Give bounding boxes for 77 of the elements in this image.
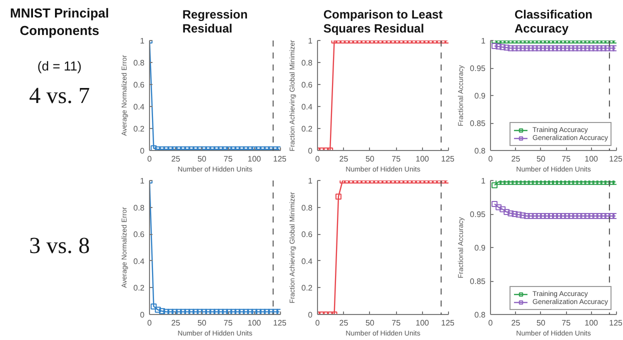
x-tick-label: 25 — [171, 154, 181, 164]
y-tick-label: 0.6 — [133, 80, 146, 90]
x-tick-label: 0 — [315, 318, 320, 328]
y-tick-label: 0.8 — [133, 203, 146, 212]
y-tick-label: 0.85 — [470, 119, 486, 128]
x-tick-label: 125 — [441, 154, 456, 164]
x-tick-label: 125 — [441, 318, 456, 328]
y-tick-label: 0.8 — [301, 58, 314, 68]
y-tick-label: 0.85 — [470, 277, 486, 286]
x-tick-label: 50 — [365, 318, 375, 328]
x-tick-label: 50 — [536, 154, 546, 164]
y-tick-label: 0.95 — [470, 210, 486, 219]
text: MNIST Principal Components — [10, 6, 109, 38]
x-tick-label: 100 — [416, 154, 430, 164]
text: (d = 11) — [37, 58, 82, 74]
x-tick-label: 0 — [488, 154, 494, 164]
x-tick-label: 100 — [248, 318, 262, 328]
y-tick-label: 0.4 — [301, 102, 314, 112]
y-tick-label: 0 — [308, 310, 314, 320]
y-tick-label: 0.4 — [301, 256, 314, 266]
x-tick-label: 50 — [365, 154, 375, 164]
x-tick-label: 0 — [147, 154, 152, 164]
x-tick-label: 0 — [315, 154, 320, 164]
x-tick-label: 0 — [147, 318, 152, 328]
x-tick-label: 0 — [488, 318, 494, 328]
x-tick-label: 75 — [224, 154, 234, 164]
y-tick-label: 0.4 — [133, 102, 146, 112]
y-tick-label: 0.2 — [133, 284, 146, 293]
y-tick-label: 1 — [308, 36, 314, 46]
x-tick-label: 25 — [511, 318, 521, 328]
x-tick-label: 125 — [609, 154, 623, 164]
x-tick-label: 25 — [339, 154, 349, 164]
x-tick-label: 125 — [609, 318, 623, 328]
x-tick-label: 100 — [584, 318, 599, 328]
x-tick-label: 75 — [224, 318, 234, 328]
y-tick-label: 0.9 — [474, 92, 486, 100]
y-tick-label: 1 — [308, 176, 314, 186]
x-tick-label: 75 — [392, 318, 402, 328]
y-tick-label: 1 — [140, 36, 146, 46]
x-tick-label: 50 — [197, 318, 207, 328]
y-tick-label: 1 — [481, 176, 486, 186]
x-tick-label: 125 — [273, 154, 288, 164]
x-tick-label: 75 — [562, 318, 572, 328]
y-tick-label: 0.8 — [301, 203, 314, 212]
x-tick-label: 100 — [584, 154, 599, 164]
y-tick-label: 0.8 — [474, 310, 486, 320]
y-tick-label: 1 — [481, 36, 486, 46]
y-tick-label: 0 — [140, 310, 146, 320]
y-tick-label: 0.9 — [474, 244, 486, 252]
x-tick-label: 100 — [248, 154, 262, 164]
y-tick-label: 0 — [308, 146, 314, 156]
y-tick-label: 0.6 — [301, 80, 314, 90]
chart-title: Comparison to Least Squares Residual — [323, 8, 443, 36]
x-tick-label: 25 — [171, 318, 181, 328]
x-tick-label: 50 — [197, 154, 207, 164]
chart-title: Classification Accuracy — [514, 8, 593, 36]
x-tick-label: 75 — [392, 154, 402, 164]
x-tick-label: 25 — [511, 154, 521, 164]
text: 3 vs. 8 — [29, 232, 90, 258]
text: 4 vs. 7 — [29, 83, 90, 108]
y-tick-label: 1 — [140, 176, 146, 186]
y-tick-label: 0.2 — [133, 124, 146, 134]
y-tick-label: 0.6 — [133, 230, 146, 240]
x-tick-label: 25 — [339, 318, 349, 328]
x-tick-label: 75 — [562, 154, 572, 164]
y-tick-label: 0.2 — [301, 124, 314, 134]
y-tick-label: 0.6 — [301, 230, 314, 240]
y-tick-label: 0 — [140, 146, 146, 156]
x-tick-label: 125 — [273, 318, 288, 328]
x-tick-label: 100 — [416, 318, 430, 328]
y-tick-label: 0.2 — [301, 284, 314, 293]
y-tick-label: 0.8 — [133, 58, 146, 68]
y-tick-label: 0.8 — [474, 146, 486, 156]
y-tick-label: 0.4 — [133, 256, 146, 266]
x-tick-label: 50 — [536, 318, 546, 328]
y-tick-label: 0.95 — [470, 64, 486, 73]
chart-title: Regression Residual — [182, 8, 248, 36]
